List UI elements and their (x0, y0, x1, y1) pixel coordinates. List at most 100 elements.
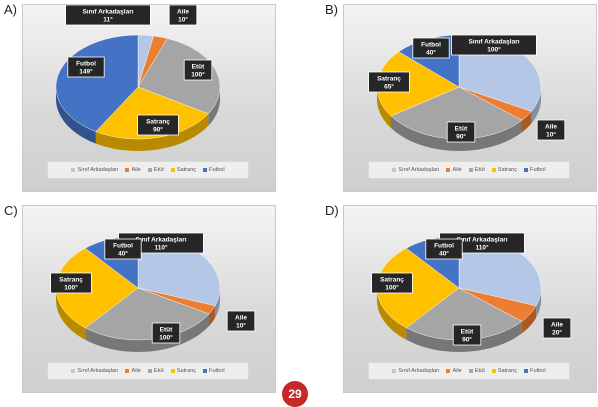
legend-swatch (524, 369, 529, 373)
pie-side-aile (522, 111, 532, 133)
data-label-value: 40° (118, 250, 128, 258)
pie-side-satranc (56, 288, 86, 340)
chart-legend: Sınıf Arkadaşları Aile Etüt Satranç Futbol (47, 161, 249, 179)
data-label-name: Futbol (434, 243, 454, 250)
data-label-name: Aile (545, 124, 557, 131)
data-label-value: 149° (79, 68, 93, 76)
legend-item-aile: Aile (446, 368, 462, 374)
legend-item-futbol: Futbol (203, 167, 225, 173)
legend-item-satranc: Satranç (170, 167, 196, 173)
chart-panel-a: Sınıf Arkadaşları 11° Aile 10° Etüt 100° Satra… (22, 4, 276, 192)
legend-swatch (170, 168, 175, 172)
data-label-value: 11° (103, 16, 113, 24)
data-label-value: 100° (385, 284, 399, 292)
data-label-value: 110° (154, 244, 167, 252)
legend-swatch (71, 168, 76, 172)
data-label-value: 90° (456, 133, 466, 141)
data-label-name: Aile (551, 322, 563, 329)
data-label-value: 10° (546, 131, 556, 139)
data-label-name: Futbol (421, 42, 441, 49)
data-label-name: Sınıf Arkadaşları (135, 237, 186, 244)
legend-swatch (446, 168, 451, 172)
data-label-name: Satranç (380, 277, 404, 284)
legend-item-aile: Aile (125, 167, 141, 173)
legend-item-sinif-arkadaslari: Sınıf Arkadaşları (392, 167, 439, 173)
data-label-name: Satranç (377, 76, 401, 83)
legend-label: Futbol (530, 368, 546, 374)
option-letter-c: C) (4, 203, 18, 218)
legend-item-etut: Etüt (147, 167, 164, 173)
data-label-value: 10° (178, 16, 188, 24)
chart-legend: Sınıf Arkadaşları Aile Etüt Satranç Futbol (368, 362, 570, 380)
pie-side-satranc (377, 288, 407, 340)
pie-side-futbol (56, 87, 96, 144)
legend-item-satranc: Satranç (170, 368, 197, 374)
data-label-name: Aile (235, 315, 247, 322)
legend-swatch (147, 369, 152, 373)
legend-label: Satranç (176, 368, 197, 374)
legend-label: Aile (131, 368, 141, 374)
legend-label: Aile (452, 167, 462, 173)
page-number-badge: 29 (282, 381, 308, 407)
legend-label: Etüt (153, 368, 164, 374)
data-label-value: 90° (153, 126, 163, 134)
legend-item-aile: Aile (125, 368, 141, 374)
legend-item-sinif-arkadaslari: Sınıf Arkadaşları (71, 167, 118, 173)
legend-item-etut: Etüt (468, 368, 485, 374)
legend-swatch (125, 369, 130, 373)
legend-swatch (446, 369, 451, 373)
chart-panel-d: Sınıf Arkadaşları 110° Aile 20° Etüt 90° Satra… (343, 205, 597, 393)
data-label-value: 65° (384, 83, 394, 91)
pie-side-aile (521, 305, 537, 334)
option-letter-a: A) (4, 2, 17, 17)
legend-item-futbol: Futbol (524, 368, 546, 374)
data-label-name: Sınıf Arkadaşları (82, 9, 133, 16)
data-label-value: 100° (159, 334, 173, 342)
data-label-value: 110° (475, 244, 488, 252)
legend-item-futbol: Futbol (524, 167, 546, 173)
pie-side-satranc (95, 113, 209, 151)
pie-side-sinif-arkadaslari (215, 288, 220, 318)
data-label-name: Aile (177, 9, 189, 16)
legend-item-etut: Etüt (468, 167, 485, 173)
option-letter-b: B) (325, 2, 338, 17)
legend-label: Aile (452, 368, 462, 374)
legend-label: Satranç (497, 368, 518, 374)
legend-swatch (170, 369, 175, 373)
pie-side-etut (406, 321, 522, 352)
legend-swatch (392, 369, 397, 373)
legend-item-futbol: Futbol (203, 368, 225, 374)
legend-label: Etüt (474, 368, 485, 374)
pie-side-sinif-arkadaslari (536, 288, 541, 318)
legend-swatch (71, 369, 76, 373)
legend-label: Sınıf Arkadaşları (398, 368, 440, 374)
legend-swatch (147, 168, 152, 172)
data-label-name: Etüt (160, 327, 173, 334)
legend-swatch (125, 168, 130, 172)
legend-swatch (203, 168, 208, 172)
data-label-name: Sınıf Arkadaşları (468, 39, 519, 46)
data-label-name: Futbol (76, 61, 96, 68)
legend-item-satranc: Satranç (491, 167, 517, 173)
legend-label: Sınıf Arkadaşları (77, 368, 119, 374)
legend-swatch (524, 168, 529, 172)
chart-legend: Sınıf Arkadaşları Aile Etüt Satranç Futbol (368, 161, 570, 179)
legend-label: Sınıf Arkadaşları (398, 167, 440, 173)
legend-item-aile: Aile (446, 167, 462, 173)
data-label-name: Futbol (113, 243, 133, 250)
pie-side-aile (209, 305, 216, 326)
legend-swatch (468, 369, 473, 373)
